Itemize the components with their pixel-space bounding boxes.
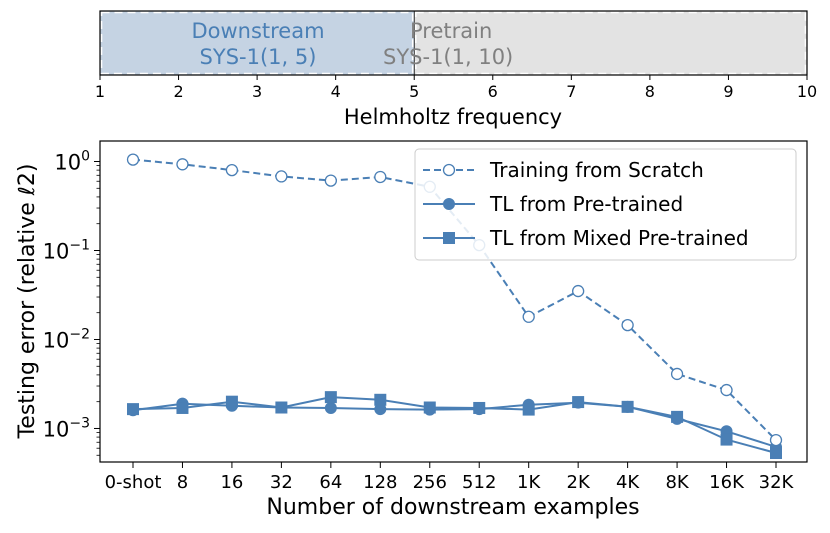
data-point xyxy=(225,395,238,408)
x-tick-label: 32 xyxy=(270,472,293,493)
data-point xyxy=(720,383,733,397)
data-point xyxy=(275,401,288,414)
data-point xyxy=(126,153,140,166)
x-tick-label: 16 xyxy=(220,472,243,493)
legend-marker xyxy=(442,163,456,177)
data-point xyxy=(473,401,486,414)
x-tick-label: 64 xyxy=(319,472,342,493)
data-point xyxy=(176,158,189,171)
data-point xyxy=(670,367,684,381)
y-tick-label: 10−1 xyxy=(43,237,90,263)
plot-frame xyxy=(99,140,808,463)
x-axis-label: Number of downstream examples xyxy=(266,495,639,520)
data-point xyxy=(671,410,684,423)
top-x-tick-label: 3 xyxy=(252,82,262,101)
band-hatch-0 xyxy=(100,11,414,75)
data-point xyxy=(572,284,585,298)
band-title-1: Pretrain xyxy=(410,19,492,43)
top-x-tick-label: 10 xyxy=(797,82,817,101)
top-x-tick-label: 2 xyxy=(173,82,183,101)
top-x-tick-label: 7 xyxy=(566,82,576,101)
x-tick-label: 2K xyxy=(567,472,591,493)
legend-label: TL from Pre-trained xyxy=(489,192,683,216)
band-hatch-1 xyxy=(414,11,807,75)
top-x-axis-label: Helmholtz frequency xyxy=(344,105,562,129)
data-point xyxy=(225,163,239,177)
data-point xyxy=(522,403,535,416)
legend-label: TL from Mixed Pre-trained xyxy=(489,226,749,250)
top-x-tick-label: 6 xyxy=(488,82,498,101)
x-tick-label: 16K xyxy=(709,472,745,493)
data-point xyxy=(374,393,387,406)
x-tick-label: 0-shot xyxy=(105,472,162,493)
x-tick-label: 512 xyxy=(462,472,496,493)
legend-box xyxy=(414,148,797,261)
data-point xyxy=(324,174,337,187)
data-point xyxy=(572,396,585,409)
x-tick-label: 8 xyxy=(177,472,188,493)
top-plot-frame xyxy=(99,10,808,76)
x-tick-label: 4K xyxy=(616,472,640,493)
band-sublabel-0: SYS-1(1, 5) xyxy=(200,45,317,69)
series-line-1 xyxy=(132,401,777,448)
legend-marker xyxy=(443,198,455,210)
top-x-tick-label: 5 xyxy=(409,82,419,101)
y-tick-label: 10−2 xyxy=(43,326,90,352)
series-line-2 xyxy=(132,396,777,454)
top-x-tick-label: 4 xyxy=(331,82,341,101)
data-point xyxy=(522,310,535,323)
data-point xyxy=(176,401,189,414)
band-0 xyxy=(100,11,415,75)
y-tick-label: 10−3 xyxy=(43,415,90,441)
data-point xyxy=(621,318,634,332)
legend-marker xyxy=(443,232,455,244)
data-point xyxy=(324,391,337,404)
legend-label: Training from Scratch xyxy=(489,158,704,182)
legend: Training from Scratch TL from Pre-trained… xyxy=(414,148,797,261)
x-tick-label: 8K xyxy=(665,472,689,493)
y-tick-label: 100 xyxy=(54,149,90,175)
data-point xyxy=(770,447,782,460)
series-1 xyxy=(127,396,782,453)
x-tick-label: 128 xyxy=(363,472,397,493)
data-point xyxy=(621,400,634,413)
x-tick-label: 256 xyxy=(413,472,447,493)
data-point xyxy=(769,433,783,447)
series-2 xyxy=(127,391,782,460)
data-point xyxy=(720,433,733,446)
data-point xyxy=(324,401,337,414)
top-x-tick-label: 8 xyxy=(645,82,655,101)
top-x-tick-label: 9 xyxy=(723,82,733,101)
x-tick-label: 1K xyxy=(517,472,541,493)
data-point xyxy=(127,403,139,416)
band-sublabel-1: SYS-1(1, 10) xyxy=(383,45,513,69)
data-point xyxy=(423,401,436,414)
top-x-tick-label: 1 xyxy=(95,82,105,101)
x-tick-label: 32K xyxy=(759,472,795,493)
testing-error-chart: 100 10−1 10−2 10−3 0-shot 8 16 32 64 128 256 512 1K… xyxy=(15,140,808,520)
band-title-0: Downstream xyxy=(191,19,324,43)
data-point xyxy=(275,170,288,183)
band-1 xyxy=(414,11,807,75)
y-axis-label: Testing error (relative ℓ2) xyxy=(15,164,40,440)
data-point xyxy=(374,170,387,184)
